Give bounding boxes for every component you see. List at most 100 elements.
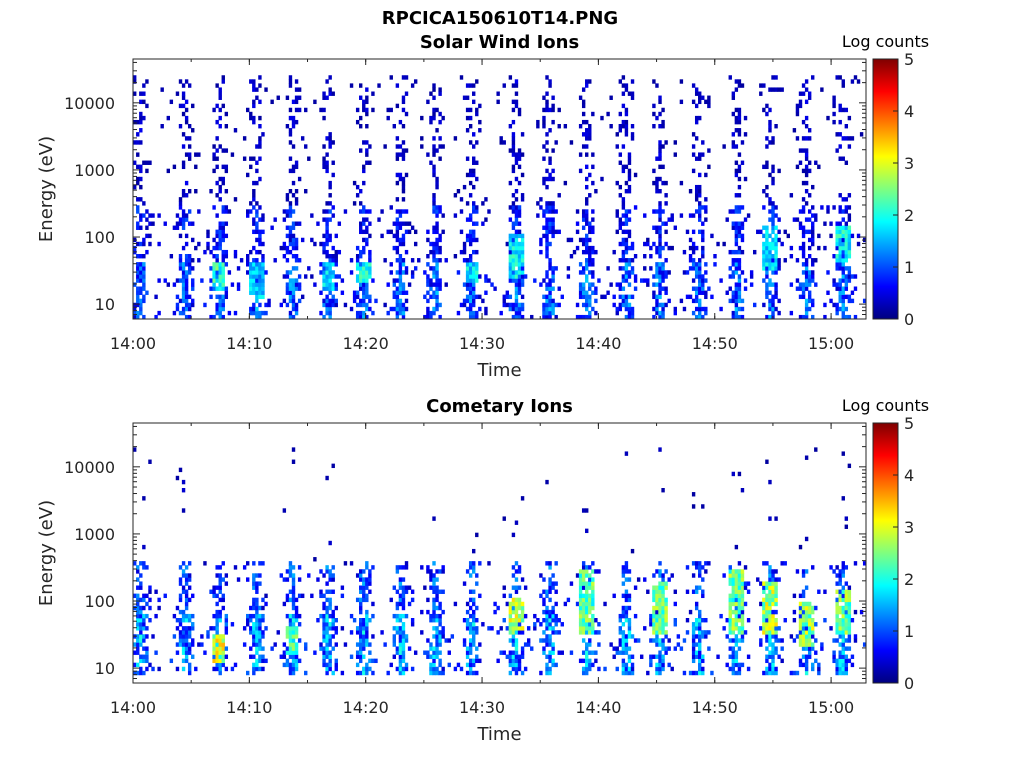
spectrogram-cell	[664, 650, 668, 655]
spectrogram-cell	[328, 569, 332, 574]
spectrogram-cell	[514, 237, 519, 243]
spectrogram-cell	[355, 626, 360, 631]
spectrogram-cell	[136, 225, 140, 230]
spectrogram-cell	[487, 278, 491, 283]
spectrogram-cell	[359, 605, 363, 611]
spectrogram-cell	[435, 249, 439, 255]
spectrogram-cell	[743, 115, 748, 121]
spectrogram-cell	[221, 294, 225, 300]
spectrogram-cell	[187, 156, 192, 161]
spectrogram-cell	[429, 646, 433, 651]
spectrogram-cell	[832, 658, 836, 664]
spectrogram-cell	[838, 237, 842, 243]
spectrogram-cell	[291, 225, 296, 230]
spectrogram-cell	[585, 258, 589, 263]
spectrogram-cell	[472, 548, 476, 554]
spectrogram-cell	[142, 613, 146, 619]
spectrogram-cell	[215, 634, 219, 639]
spectrogram-cell	[701, 654, 705, 659]
spectrogram-cell	[740, 205, 745, 210]
spectrogram-cell	[768, 573, 772, 578]
spectrogram-cell	[627, 314, 632, 320]
spectrogram-cell	[804, 314, 809, 320]
spectrogram-cell	[212, 650, 216, 655]
spectrogram-cell	[319, 310, 323, 316]
spectrogram-cell	[569, 140, 574, 145]
spectrogram-cell	[743, 132, 748, 137]
spectrogram-cell	[585, 581, 589, 586]
spectrogram-cell	[184, 79, 189, 84]
spectrogram-cell	[401, 577, 406, 582]
spectrogram-cell	[548, 156, 552, 161]
spectrogram-cell	[542, 115, 546, 121]
spectrogram-cell	[355, 278, 360, 283]
spectrogram-cell	[472, 601, 476, 607]
spectrogram-cell	[804, 266, 809, 271]
spectrogram-cell	[835, 282, 839, 287]
spectrogram-cell	[490, 626, 494, 631]
spectrogram-cell	[734, 593, 739, 599]
spectrogram-cell	[734, 670, 739, 676]
spectrogram-cell	[734, 168, 739, 174]
spectrogram-cell	[404, 565, 409, 570]
spectrogram-cell	[801, 630, 806, 635]
spectrogram-cell	[386, 107, 390, 113]
spectrogram-cell	[520, 245, 525, 251]
spectrogram-cell	[194, 245, 198, 251]
spectrogram-cell	[771, 630, 775, 635]
spectrogram-cell	[765, 601, 769, 607]
spectrogram-cell	[136, 254, 140, 259]
spectrogram-cell	[804, 601, 809, 607]
spectrogram-cell	[191, 638, 195, 643]
spectrogram-cell	[551, 217, 555, 222]
spectrogram-cell	[807, 290, 812, 295]
spectrogram-cell	[704, 290, 708, 295]
spectrogram-cell	[835, 262, 839, 267]
spectrogram-cell	[435, 107, 439, 113]
spectrogram-cell	[517, 266, 522, 271]
spectrogram-cell	[398, 642, 403, 647]
spectrogram-cell	[551, 626, 555, 631]
spectrogram-cell	[395, 217, 400, 222]
spectrogram-cell	[737, 314, 742, 320]
spectrogram-cell	[722, 573, 726, 578]
spectrogram-cell	[331, 286, 335, 291]
spectrogram-cell	[636, 638, 641, 643]
spectrogram-cell	[649, 254, 653, 259]
spectrogram-cell	[410, 83, 415, 88]
spectrogram-cell	[365, 107, 369, 113]
spectrogram-cell	[847, 237, 852, 243]
spectrogram-cell	[331, 258, 335, 263]
spectrogram-cell	[734, 638, 739, 643]
spectrogram-cell	[774, 258, 778, 263]
spectrogram-cell	[343, 642, 348, 647]
spectrogram-cell	[804, 618, 809, 623]
spectrogram-cell	[322, 298, 326, 304]
spectrogram-cell	[258, 642, 262, 647]
spectrogram-cell	[826, 209, 830, 214]
spectrogram-cell	[514, 618, 519, 623]
spectrogram-cell	[643, 241, 647, 247]
spectrogram-cell	[844, 605, 849, 611]
spectrogram-cell	[249, 111, 253, 117]
spectrogram-cell	[737, 229, 742, 235]
spectrogram-cell	[181, 306, 186, 312]
spectrogram-cell	[398, 286, 403, 291]
spectrogram-cell	[395, 197, 400, 202]
spectrogram-cell	[804, 180, 809, 186]
spectrogram-cell	[801, 290, 806, 295]
spectrogram-cell	[184, 601, 189, 607]
spectrogram-cell	[215, 638, 219, 643]
spectrogram-cell	[520, 605, 525, 611]
spectrogram-cell	[172, 225, 177, 230]
spectrogram-cell	[585, 597, 589, 603]
spectrogram-cell	[291, 286, 296, 291]
spectrogram-cell	[365, 626, 369, 631]
spectrogram-cell	[514, 306, 519, 312]
spectrogram-cell	[465, 278, 470, 283]
spectrogram-cell	[520, 278, 525, 283]
spectrogram-cell	[285, 634, 290, 639]
spectrogram-cell	[398, 221, 403, 226]
spectrogram-cell	[658, 201, 662, 206]
spectrogram-cell	[294, 302, 299, 308]
